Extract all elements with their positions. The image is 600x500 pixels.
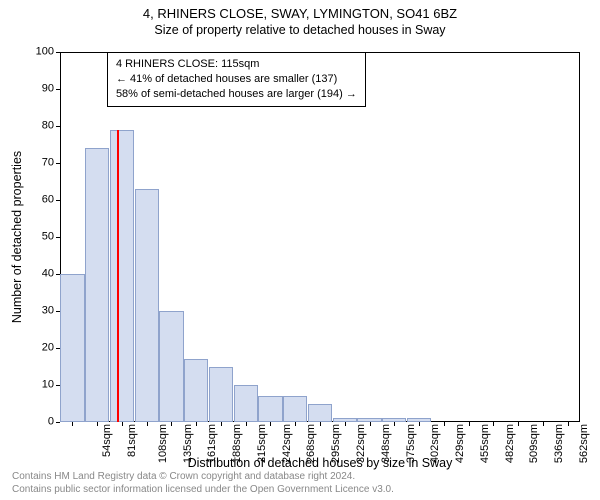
- histogram-bar: [308, 404, 332, 423]
- x-tick-mark: [493, 422, 494, 426]
- x-tick-mark: [320, 422, 321, 426]
- y-tick-mark: [56, 237, 60, 238]
- x-tick-mark: [444, 422, 445, 426]
- callout-box: 4 RHINERS CLOSE: 115sqm← 41% of detached…: [107, 52, 366, 107]
- chart-title: 4, RHINERS CLOSE, SWAY, LYMINGTON, SO41 …: [0, 6, 600, 21]
- footer-line1: Contains HM Land Registry data © Crown c…: [12, 470, 394, 483]
- histogram-bar: [85, 148, 109, 422]
- x-tick-mark: [469, 422, 470, 426]
- x-tick-label: 54sqm: [97, 424, 113, 457]
- x-axis-label: Distribution of detached houses by size …: [60, 456, 580, 470]
- x-tick-mark: [171, 422, 172, 426]
- y-tick-mark: [56, 126, 60, 127]
- x-tick-mark: [419, 422, 420, 426]
- x-tick-mark: [221, 422, 222, 426]
- x-tick-mark: [196, 422, 197, 426]
- marker-line: [117, 130, 119, 422]
- x-tick-mark: [295, 422, 296, 426]
- chart-subtitle: Size of property relative to detached ho…: [0, 23, 600, 37]
- y-axis-label: Number of detached properties: [10, 52, 24, 422]
- x-tick-mark: [122, 422, 123, 426]
- x-tick-mark: [568, 422, 569, 426]
- callout-line: 58% of semi-detached houses are larger (…: [116, 87, 357, 102]
- footer-line2: Contains public sector information licen…: [12, 483, 394, 496]
- histogram-bar: [357, 418, 381, 422]
- histogram-bar: [407, 418, 431, 422]
- x-tick-mark: [543, 422, 544, 426]
- x-tick-mark: [97, 422, 98, 426]
- histogram-bar: [283, 396, 307, 422]
- y-tick-mark: [56, 89, 60, 90]
- y-tick-mark: [56, 52, 60, 53]
- y-tick-mark: [56, 200, 60, 201]
- histogram-bar: [159, 311, 183, 422]
- x-tick-mark: [518, 422, 519, 426]
- y-tick-mark: [56, 163, 60, 164]
- histogram-bar: [382, 418, 406, 422]
- callout-line: 4 RHINERS CLOSE: 115sqm: [116, 57, 357, 72]
- histogram-bar: [258, 396, 282, 422]
- plot-area: 010203040506070809010054sqm81sqm108sqm13…: [60, 52, 580, 422]
- histogram-bar: [234, 385, 258, 422]
- x-tick-mark: [246, 422, 247, 426]
- x-tick-mark: [147, 422, 148, 426]
- histogram-bar: [135, 189, 159, 422]
- chart-container: 4, RHINERS CLOSE, SWAY, LYMINGTON, SO41 …: [0, 0, 600, 500]
- histogram-bar: [60, 274, 84, 422]
- x-tick-mark: [270, 422, 271, 426]
- y-tick-mark: [56, 422, 60, 423]
- histogram-bar: [209, 367, 233, 423]
- x-tick-label: 81sqm: [122, 424, 138, 457]
- x-tick-mark: [394, 422, 395, 426]
- footer-attribution: Contains HM Land Registry data © Crown c…: [12, 470, 394, 496]
- histogram-bar: [184, 359, 208, 422]
- x-tick-mark: [345, 422, 346, 426]
- callout-line: ← 41% of detached houses are smaller (13…: [116, 72, 357, 87]
- histogram-bar: [333, 418, 357, 422]
- histogram-bar: [110, 130, 134, 422]
- x-tick-mark: [370, 422, 371, 426]
- x-tick-mark: [72, 422, 73, 426]
